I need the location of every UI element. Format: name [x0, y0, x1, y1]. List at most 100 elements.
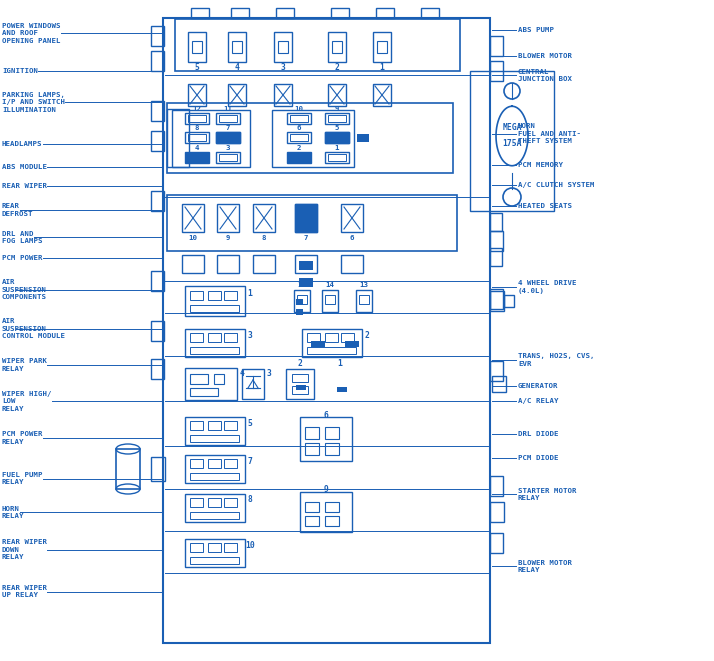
Bar	[188, 114, 206, 122]
Bar	[305, 443, 319, 455]
Bar	[299, 261, 313, 270]
Bar	[190, 334, 203, 342]
Bar	[357, 134, 369, 142]
Bar	[116, 449, 140, 489]
Bar	[219, 153, 237, 161]
Bar	[470, 71, 554, 211]
Bar	[504, 295, 514, 307]
Bar	[151, 26, 164, 46]
Bar	[296, 309, 303, 315]
Bar	[232, 41, 242, 53]
Bar	[151, 191, 164, 211]
Bar	[185, 494, 245, 522]
Bar	[191, 8, 209, 18]
Bar	[190, 291, 203, 300]
Bar	[190, 512, 239, 519]
Text: WIPER HIGH/
LOW
RELAY: WIPER HIGH/ LOW RELAY	[2, 391, 51, 412]
Text: 1: 1	[335, 145, 339, 151]
Bar	[295, 204, 317, 232]
Text: 175A: 175A	[502, 139, 522, 149]
Bar	[325, 132, 349, 143]
Bar	[376, 8, 394, 18]
Bar	[216, 132, 240, 143]
Bar	[185, 112, 209, 124]
Text: REAR WIPER
DOWN
RELAY: REAR WIPER DOWN RELAY	[2, 539, 47, 561]
Text: PCM POWER: PCM POWER	[2, 255, 43, 262]
Bar	[292, 374, 308, 382]
Text: 5: 5	[335, 125, 339, 131]
Bar	[185, 539, 245, 567]
Text: 7: 7	[303, 235, 308, 241]
Bar	[208, 459, 221, 469]
Text: REAR
DEFROST: REAR DEFROST	[2, 204, 34, 217]
Bar	[192, 41, 202, 53]
Bar	[299, 278, 313, 287]
Text: AIR
SUSPENSION
COMPONENTS: AIR SUSPENSION COMPONENTS	[2, 279, 47, 300]
Text: PCM DIODE: PCM DIODE	[518, 455, 558, 461]
Text: HEATED SEATS: HEATED SEATS	[518, 203, 572, 210]
Bar	[190, 422, 203, 430]
Bar	[208, 422, 221, 430]
Bar	[231, 8, 249, 18]
Bar	[325, 502, 339, 512]
Text: 8: 8	[195, 125, 199, 131]
Bar	[217, 204, 239, 232]
Bar	[190, 557, 239, 564]
Bar	[185, 455, 245, 483]
Bar	[242, 369, 264, 399]
Text: REAR WIPER
UP RELAY: REAR WIPER UP RELAY	[2, 585, 47, 598]
Bar	[490, 476, 503, 496]
Bar	[490, 213, 502, 231]
Bar	[175, 19, 460, 71]
Text: 7: 7	[226, 125, 230, 131]
Text: WIPER PARK
RELAY: WIPER PARK RELAY	[2, 358, 47, 371]
Bar	[296, 385, 306, 390]
Bar	[167, 103, 453, 173]
Bar	[163, 18, 490, 643]
Text: REAR WIPER: REAR WIPER	[2, 183, 47, 190]
Text: 1: 1	[338, 360, 343, 368]
Bar	[208, 334, 221, 342]
Text: TRANS, HO2S, CVS,
EVR: TRANS, HO2S, CVS, EVR	[518, 354, 595, 367]
Bar	[300, 492, 352, 532]
Bar	[208, 291, 221, 300]
Bar	[151, 457, 165, 481]
Bar	[182, 255, 204, 273]
Bar	[224, 291, 237, 300]
Bar	[188, 32, 206, 62]
Text: 3: 3	[266, 369, 271, 379]
Bar	[224, 498, 237, 508]
Bar	[216, 132, 240, 143]
Bar	[167, 195, 457, 251]
Bar	[322, 290, 338, 312]
Bar	[185, 368, 237, 400]
Text: A/C RELAY: A/C RELAY	[518, 397, 558, 404]
Bar	[328, 114, 346, 122]
Bar	[224, 334, 237, 342]
Bar	[337, 387, 347, 392]
Bar	[276, 8, 294, 18]
Text: IGNITION: IGNITION	[2, 67, 38, 74]
Bar	[296, 299, 303, 305]
Bar	[208, 498, 221, 508]
Text: 3: 3	[281, 63, 286, 71]
Bar	[272, 110, 354, 167]
Text: PARKING LAMPS,
I/P AND SWITCH
ILLUMINATION: PARKING LAMPS, I/P AND SWITCH ILLUMINATI…	[2, 92, 65, 113]
Text: 2: 2	[297, 145, 301, 151]
Bar	[359, 295, 369, 303]
Text: 1: 1	[248, 288, 253, 297]
Bar	[307, 346, 356, 354]
Text: PCM POWER
RELAY: PCM POWER RELAY	[2, 432, 43, 445]
Text: FUEL PUMP
RELAY: FUEL PUMP RELAY	[2, 472, 43, 485]
Bar	[228, 32, 246, 62]
Bar	[151, 321, 164, 341]
Text: 11: 11	[223, 106, 233, 112]
Bar	[216, 151, 240, 163]
Text: HORN
FUEL AND ANTI-
THEFT SYSTEM: HORN FUEL AND ANTI- THEFT SYSTEM	[518, 123, 581, 144]
Bar	[190, 435, 239, 442]
Bar	[341, 334, 354, 342]
Bar	[287, 151, 311, 163]
Text: 4: 4	[235, 63, 239, 71]
Bar	[356, 290, 372, 312]
Text: 13: 13	[360, 282, 368, 288]
